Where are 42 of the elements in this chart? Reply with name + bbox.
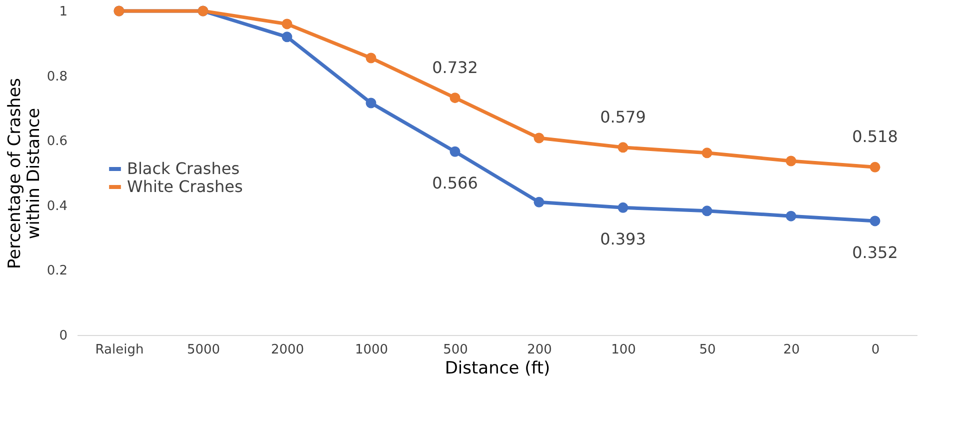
data-label: 0.352 <box>852 242 898 262</box>
y-tick-label: 0.8 <box>46 69 68 84</box>
x-tick-label: 1000 <box>354 342 388 358</box>
data-label: 0.566 <box>432 174 478 193</box>
point <box>534 196 544 208</box>
data-label: 0.518 <box>852 127 898 146</box>
point <box>450 92 460 104</box>
x-tick-label: 2000 <box>270 342 304 358</box>
y-tick-label: 0 <box>59 328 68 344</box>
point <box>870 216 880 226</box>
y-tick-label: 0.2 <box>46 264 68 279</box>
point <box>282 18 292 30</box>
point <box>702 206 712 216</box>
point <box>282 32 292 42</box>
legend-label: White Crashes <box>127 177 243 196</box>
data-label: 0.393 <box>600 230 646 249</box>
data-label: 0.732 <box>432 58 478 77</box>
point <box>618 202 628 213</box>
x-tick-label: 20 <box>783 342 800 358</box>
y-tick-label: 0.4 <box>46 198 68 214</box>
point <box>702 148 712 158</box>
x-tick-label: 500 <box>443 342 468 358</box>
legend-label: Black Crashes <box>127 159 240 178</box>
x-tick-label: 5000 <box>186 342 220 358</box>
x-axis-title: Distance (ft) <box>444 358 550 378</box>
point <box>534 132 544 144</box>
point <box>366 52 376 64</box>
x-tick-label: 100 <box>611 342 636 358</box>
y-axis-title: Percentage of Crashes within Distance <box>4 78 44 270</box>
point <box>870 162 880 172</box>
x-tick-label: Raleigh <box>95 342 144 358</box>
point <box>618 142 628 153</box>
y-tick-label: 1 <box>59 4 68 20</box>
x-tick-label: 0 <box>871 342 880 358</box>
x-tick-label: 200 <box>527 342 552 358</box>
point <box>450 146 460 157</box>
y-tick-label: 0.6 <box>46 134 68 150</box>
point <box>366 98 376 108</box>
point <box>786 156 796 166</box>
point <box>786 210 796 222</box>
data-label: 0.579 <box>600 107 646 126</box>
x-tick-label: 50 <box>699 342 716 358</box>
